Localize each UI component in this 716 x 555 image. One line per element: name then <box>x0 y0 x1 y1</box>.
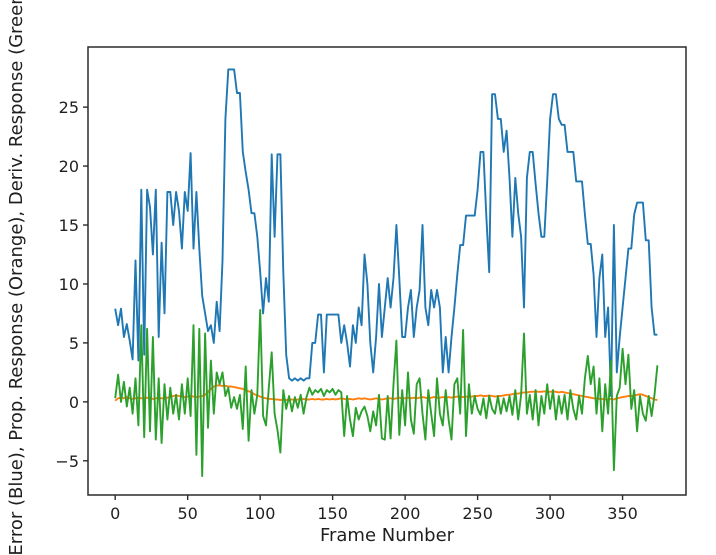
deriv-response-line <box>114 308 659 478</box>
x-tick-label: 350 <box>607 504 638 523</box>
x-tick-label: 0 <box>110 504 120 523</box>
x-tick-label: 100 <box>245 504 276 523</box>
x-tick-label: 300 <box>535 504 566 523</box>
y-tick-label: 15 <box>59 216 79 235</box>
error-line <box>114 68 658 397</box>
y-tick-label: −5 <box>55 452 79 471</box>
y-tick-label: 5 <box>69 334 79 353</box>
plot-background <box>88 47 686 495</box>
plot-area: 0 50 100 150 200 250 300 350 −5 0 5 10 15 20 25 <box>55 46 687 523</box>
prop-response-line <box>114 384 658 402</box>
y-tick-label: 0 <box>69 393 79 412</box>
x-axis-label: Frame Number <box>320 525 455 546</box>
y-tick-label: 10 <box>59 275 79 294</box>
y-axis-label: Error (Blue), Prop. Response (Orange), D… <box>6 0 27 555</box>
x-tick-label: 50 <box>177 504 197 523</box>
y-tick-label: 25 <box>59 98 79 117</box>
x-tick-label: 250 <box>462 504 493 523</box>
axes-spines <box>87 46 687 496</box>
x-tick-label: 200 <box>390 504 421 523</box>
x-tick-label: 150 <box>317 504 348 523</box>
y-tick-label: 20 <box>59 157 79 176</box>
